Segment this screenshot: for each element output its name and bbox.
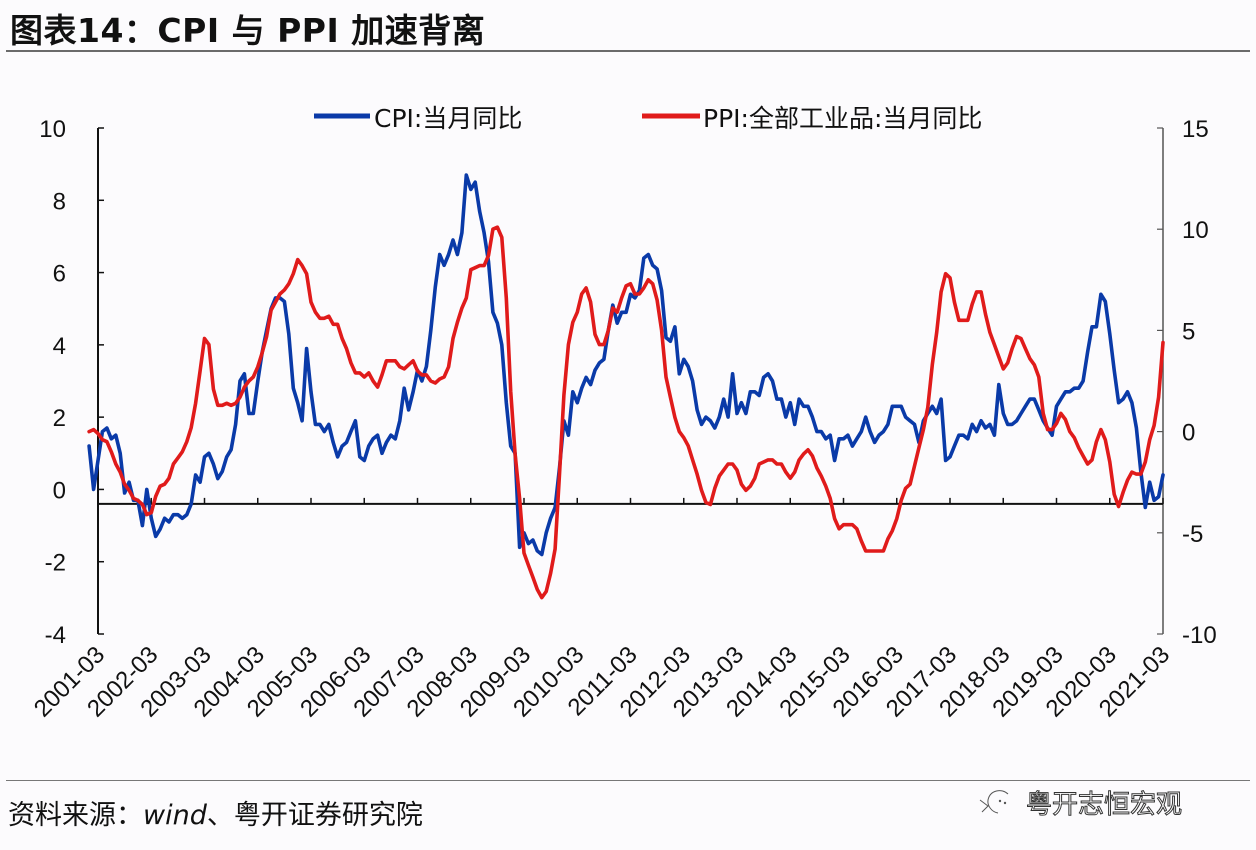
legend: CPI:当月同比 PPI:全部工业品:当月同比 <box>314 104 982 133</box>
y-left-tick-label: -2 <box>45 550 66 577</box>
y-left-tick-label: 4 <box>53 333 66 360</box>
source-wind: wind <box>143 800 207 831</box>
y-left-tick-label: 8 <box>53 188 66 215</box>
source-note: 资料来源：wind、粤开证券研究院 <box>8 793 423 832</box>
legend-label-ppi: PPI:全部工业品:当月同比 <box>703 104 982 133</box>
wechat-logo-icon <box>979 789 1009 813</box>
y-right-tick-label: -10 <box>1182 622 1217 649</box>
y-right-tick-label: 15 <box>1182 116 1209 143</box>
x-axis-labels: 2001-032002-032003-032004-032005-032006-… <box>29 641 1175 722</box>
y-right-tick-label: 5 <box>1182 318 1195 345</box>
chart-title: 图表14：CPI 与 PPI 加速背离 <box>10 11 486 50</box>
title-divider <box>6 50 1250 52</box>
y-left-tick-label: 10 <box>39 116 66 143</box>
source-prefix: 资料来源： <box>8 800 143 831</box>
watermark-text: 粤开志恒宏观 <box>1025 790 1183 821</box>
y-left-tick-label: -4 <box>45 622 66 649</box>
footer-divider <box>6 780 1250 781</box>
y-right-tick-label: 0 <box>1182 420 1195 447</box>
y-right-tick-label: 10 <box>1182 217 1209 244</box>
legend-label-cpi: CPI:当月同比 <box>374 104 522 133</box>
watermark: 粤开志恒宏观 <box>978 784 1183 821</box>
y-left-tick-label: 2 <box>53 405 66 432</box>
series-group <box>87 173 1165 600</box>
series-line-ppi <box>87 225 1165 600</box>
source-suffix: 、粤开证券研究院 <box>206 800 423 831</box>
y-left-tick-label: 0 <box>53 477 66 504</box>
y-right-tick-label: -5 <box>1182 521 1203 548</box>
chart-canvas: CPI:当月同比 PPI:全部工业品:当月同比 10 8 6 4 2 0 -2 -4 15 10 5… <box>29 104 1217 723</box>
axes: 10 8 6 4 2 0 -2 -4 15 10 5 0 -5 -10 <box>39 116 1216 649</box>
y-left-tick-label: 6 <box>53 261 66 288</box>
